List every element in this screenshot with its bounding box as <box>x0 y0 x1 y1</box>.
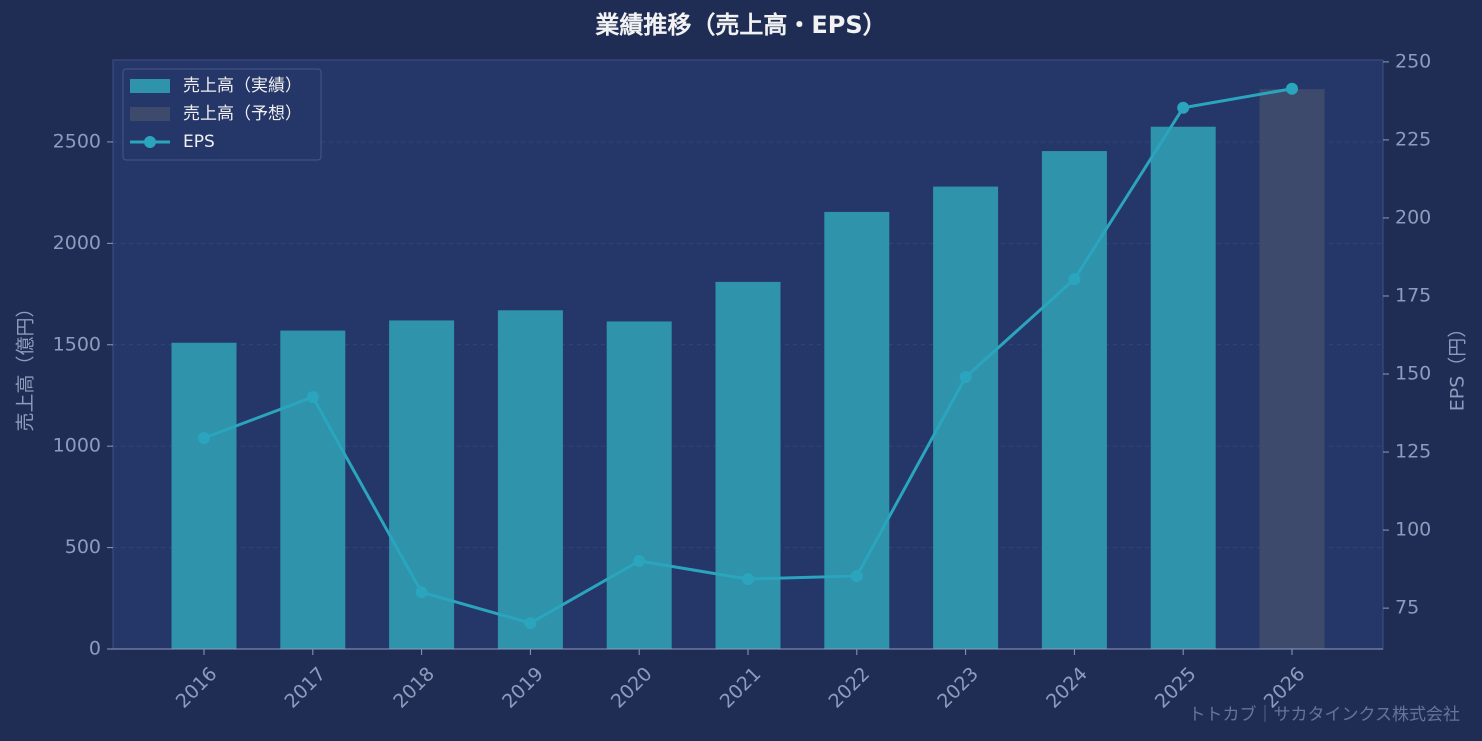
legend-label: EPS <box>183 132 215 152</box>
legend-label: 売上高（実績） <box>183 76 302 96</box>
legend-swatch <box>130 107 170 121</box>
source: トトカブ｜サカタインクス株式会社 <box>1189 704 1461 725</box>
bar <box>497 310 563 649</box>
y-tick-label: 0 <box>89 638 101 660</box>
y-tick-label: 500 <box>65 536 101 558</box>
y2-tick-label: 150 <box>1395 363 1431 385</box>
eps-point <box>959 371 972 384</box>
legend-box <box>122 68 322 161</box>
legend-swatch <box>144 136 156 148</box>
y2-tick-label: 250 <box>1395 50 1431 72</box>
eps-point <box>850 569 863 582</box>
y2-tick-label: 175 <box>1395 284 1431 306</box>
eps-point <box>1068 273 1081 286</box>
bar <box>280 330 346 649</box>
y2-tick-label: 75 <box>1395 597 1419 619</box>
y-tick-label: 2000 <box>53 232 101 254</box>
y2-tick-label: 200 <box>1395 206 1431 228</box>
y2-tick-label: 100 <box>1395 519 1431 541</box>
y2-tick-label: 225 <box>1395 128 1431 150</box>
eps-point <box>524 617 537 630</box>
y-axis-label: 売上高（億円） <box>15 298 37 431</box>
eps-point <box>198 431 210 444</box>
y2-tick-label: 125 <box>1395 441 1431 463</box>
bar <box>171 342 237 649</box>
bar <box>824 211 890 649</box>
y-tick-label: 2500 <box>53 130 101 152</box>
eps-point <box>633 554 646 567</box>
chart-title: 業績推移（売上高・EPS） <box>595 11 886 39</box>
bar <box>715 281 781 649</box>
legend-swatch <box>130 79 170 93</box>
bar <box>606 321 672 649</box>
eps-point <box>1286 82 1298 95</box>
y-tick-label: 1500 <box>53 333 101 355</box>
eps-point <box>415 586 428 599</box>
y2-axis-label: EPS（円） <box>1447 319 1469 412</box>
eps-point <box>306 391 319 404</box>
bar <box>1150 126 1216 649</box>
eps-point <box>742 573 754 586</box>
legend-label: 売上高（予想） <box>183 104 302 124</box>
bar <box>1259 89 1325 650</box>
y-tick-label: 1000 <box>53 435 101 457</box>
eps-point <box>1177 101 1190 114</box>
bar <box>1041 151 1107 649</box>
